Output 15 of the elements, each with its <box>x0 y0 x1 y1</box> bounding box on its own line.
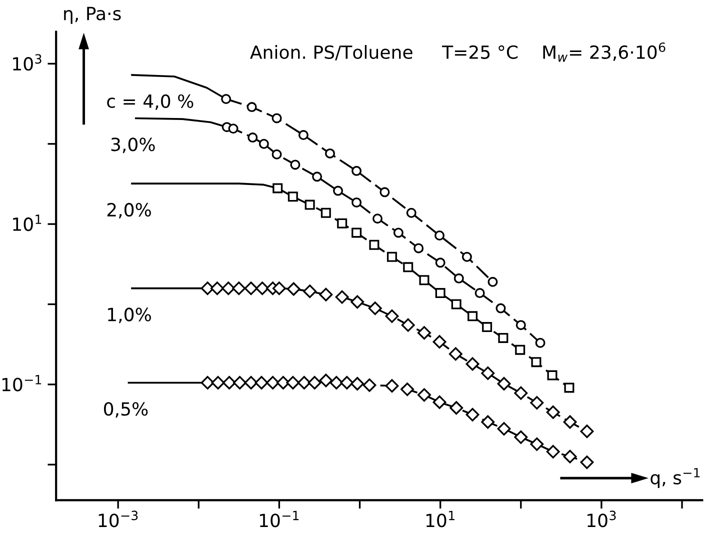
x-axis-title: q, s$^{−1}$ <box>650 468 700 488</box>
series-label: 1,0% <box>108 308 151 324</box>
series-label: c = 4,0 % <box>107 94 194 110</box>
y-tick-label: 10$^{1}$ <box>13 214 42 232</box>
text: Anion. PS/Toluene T=25 °C M$_{w}$= 23,6·10$^{6}$ <box>250 42 666 62</box>
y-tick-label: 10$^{−1}$ <box>2 375 42 392</box>
x-tick-label: 10$^{3}$ <box>588 510 616 528</box>
x-tick-label: 10$^{−3}$ <box>98 510 138 528</box>
x-tick-label: 10$^{−1}$ <box>260 510 299 528</box>
series-label: 0,5% <box>104 402 148 418</box>
y-axis-title: η, Pa·s <box>64 6 121 24</box>
x-tick-label: 10$^{1}$ <box>426 510 454 528</box>
series-label: 2,0% <box>107 202 151 218</box>
series-label: 3,0% <box>111 138 155 154</box>
y-tick-label: 10$^{3}$ <box>13 54 42 71</box>
